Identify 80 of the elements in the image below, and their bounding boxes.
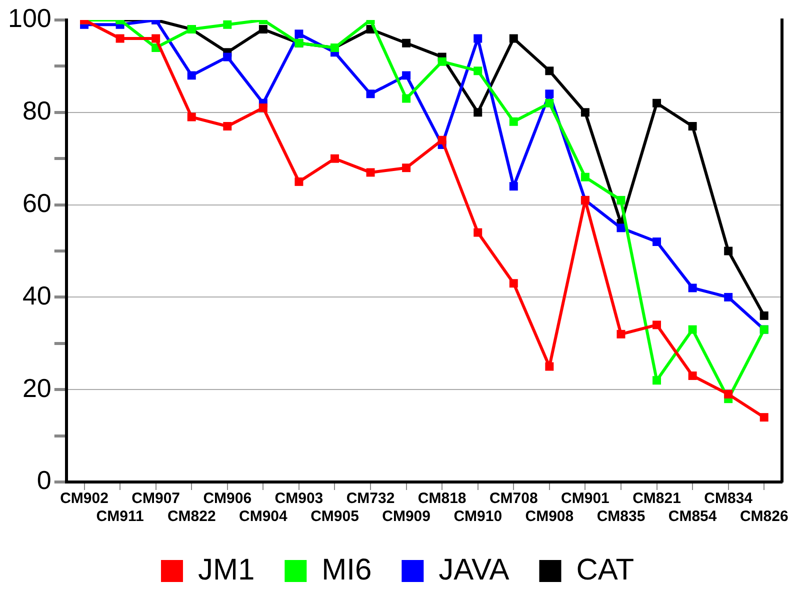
point [509,182,518,191]
point [223,52,232,62]
x-tick-label: CM905 [310,508,359,526]
point [438,136,446,144]
point [580,172,590,182]
point [509,117,518,126]
point [545,66,554,76]
point [545,98,554,108]
x-tick-label: CM907 [132,490,180,508]
y-tick-label: 80 [22,96,52,126]
point [366,168,375,177]
point [760,413,768,422]
point [652,238,662,246]
x-tick-label: CM732 [346,490,395,508]
point [545,90,554,98]
point [402,94,411,103]
x-tick-label: CM708 [489,490,538,508]
x-tick-label: CM906 [203,490,252,508]
point [474,228,482,237]
point [294,177,304,186]
point [474,34,482,43]
x-tick-label: CM854 [668,508,718,526]
x-tick-label: CM818 [418,490,466,508]
legend-label: MI6 [322,553,372,586]
point [187,71,196,80]
x-tick-label: CM902 [60,490,108,508]
point [366,90,375,98]
point [688,122,697,131]
legend-label: CAT [576,553,634,586]
y-tick-label: 60 [22,188,52,218]
point [438,57,446,66]
point [402,38,411,48]
legend-label: JM1 [198,553,255,586]
point [616,196,626,204]
point [724,292,733,302]
y-tick-label: 0 [36,465,52,496]
point [688,284,697,292]
x-tick-label: CM911 [96,508,144,526]
y-tick-label: 100 [8,3,52,34]
y-tick-label: 40 [22,280,52,310]
point [474,66,482,76]
point [760,311,768,320]
point [652,376,662,385]
point [580,108,590,117]
point [724,390,733,398]
x-tick-label: CM901 [561,490,610,508]
point [509,279,518,288]
point [474,108,482,117]
point [402,71,411,80]
point [652,320,662,330]
point [509,34,518,43]
point [402,164,411,172]
x-tick-label: CM903 [274,490,324,508]
point [545,362,554,371]
point [258,104,268,112]
x-tick-label: CM826 [740,508,788,526]
y-tick-label: 20 [22,372,52,403]
point [330,154,339,163]
legend-label: JAVA [438,553,510,586]
point [152,34,160,43]
x-tick-label: CM821 [632,490,681,508]
point [187,112,196,122]
x-tick-label: CM908 [525,508,574,526]
x-tick-label: CM910 [454,508,502,526]
x-tick-label: CM904 [238,508,288,526]
x-tick-label: CM909 [382,508,430,526]
point [258,25,268,34]
point [724,246,733,256]
point [223,122,232,131]
point [652,98,662,108]
x-tick-label: CM834 [704,490,754,508]
point [688,325,697,334]
point [688,372,697,380]
x-tick-label: CM835 [596,508,646,526]
point [116,34,124,43]
point [294,30,304,38]
point [616,330,626,338]
x-tick-label: CM822 [167,508,216,526]
point [223,20,232,29]
point [616,224,626,232]
